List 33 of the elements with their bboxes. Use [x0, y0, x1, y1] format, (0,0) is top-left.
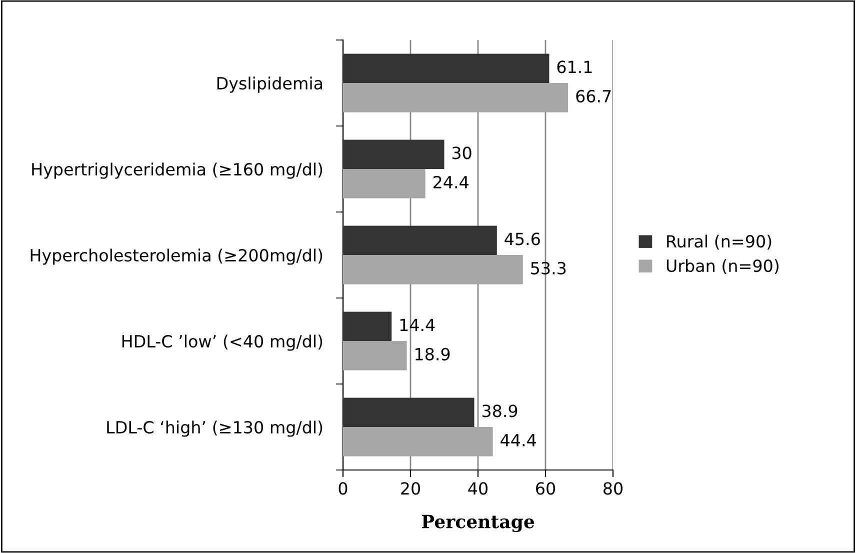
bar [343, 140, 444, 169]
y-tick-label: HDL-C ’low’ (<40 mg/dl) [122, 334, 322, 351]
data-label: 38.9 [482, 404, 518, 418]
y-tick-label: Hypertriglyceridemia (≥160 mg/dl) [32, 162, 322, 179]
bar [343, 427, 493, 456]
data-label: 24.4 [434, 176, 468, 188]
bar [343, 169, 426, 198]
y-tick-label: Hypercholesterolemia (≥200mg/dl) [30, 248, 322, 265]
data-label: 53.3 [531, 262, 566, 274]
bar [343, 54, 550, 83]
data-label: 30 [452, 146, 472, 160]
x-tick-label: 60 [536, 482, 555, 495]
bar [343, 398, 474, 427]
bar [343, 341, 407, 370]
y-tick-label: LDL-C ‘high’ (≥130 mg/dl) [107, 420, 322, 437]
y-tick-label: Dyslipidemia [217, 76, 322, 93]
data-label: 44.4 [500, 434, 536, 446]
bar [343, 83, 568, 112]
data-label: 66.7 [576, 90, 611, 102]
x-tick-label: 20 [401, 482, 420, 495]
legend-label: Rural (n=90) [667, 234, 772, 250]
bar [343, 312, 392, 341]
data-label: 18.9 [416, 348, 450, 360]
legend-label: Urban (n=90) [666, 259, 778, 274]
data-label: 61.1 [557, 60, 592, 74]
x-axis-title: Percentage [422, 514, 534, 532]
bar [343, 226, 497, 255]
x-tick-label: 40 [468, 482, 488, 495]
x-tick-label: 80 [604, 482, 622, 495]
x-tick-label: 0 [338, 482, 348, 495]
bar [343, 255, 523, 284]
data-label: 45.6 [504, 232, 540, 246]
data-label: 14.4 [400, 318, 435, 331]
